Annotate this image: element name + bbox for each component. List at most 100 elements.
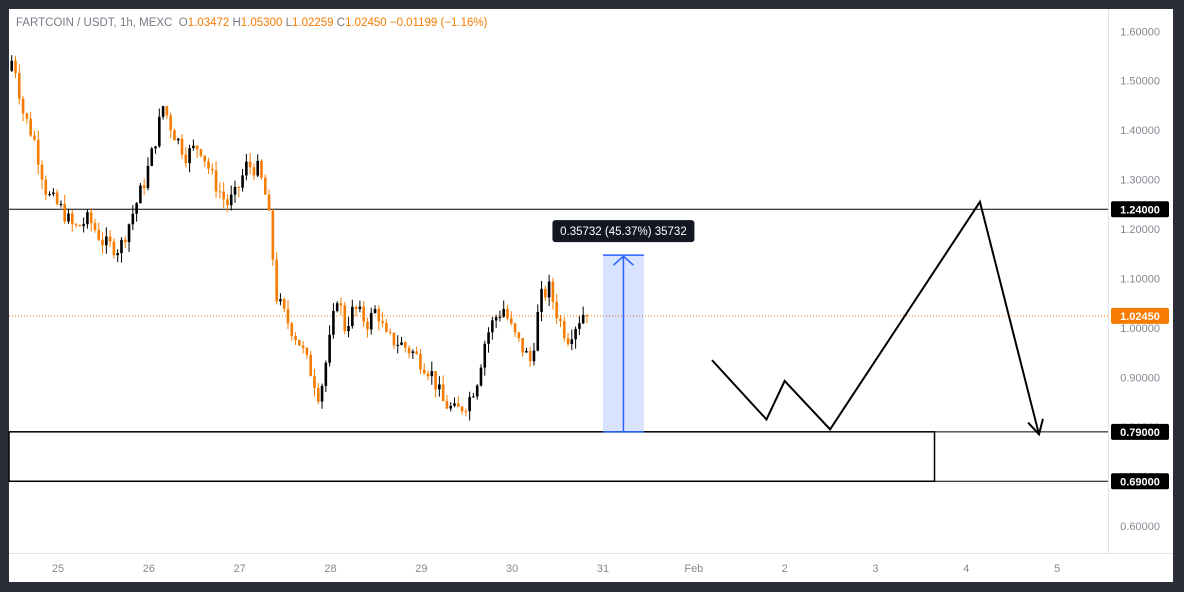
symbol-title[interactable]: FARTCOIN / USDT, 1h, MEXC [16, 17, 173, 29]
time-axis[interactable]: 25 26 27 28 29 30 31 Feb 2 3 4 5 [52, 563, 1060, 575]
candle[interactable] [123, 236, 127, 248]
candle[interactable] [97, 222, 101, 242]
candle[interactable] [101, 232, 104, 254]
candle[interactable] [17, 64, 21, 105]
candle[interactable] [93, 218, 97, 233]
candle[interactable] [385, 318, 388, 333]
candle[interactable] [44, 175, 48, 201]
candle[interactable] [460, 405, 464, 415]
candle[interactable] [290, 321, 294, 341]
candle[interactable] [150, 146, 154, 167]
price-axis[interactable]: 1.60000 1.50000 1.40000 1.30000 1.20000 1.100… [1111, 26, 1169, 533]
candle[interactable] [532, 342, 536, 366]
candle[interactable] [562, 316, 566, 342]
candle[interactable] [245, 153, 248, 181]
candle[interactable] [392, 332, 396, 349]
candle[interactable] [36, 130, 40, 175]
candle[interactable] [158, 108, 161, 148]
candle[interactable] [362, 301, 365, 328]
candle[interactable] [180, 134, 184, 159]
candle[interactable] [574, 326, 577, 349]
candle[interactable] [335, 301, 339, 313]
candle[interactable] [184, 147, 188, 168]
candle[interactable] [369, 307, 373, 335]
candle[interactable] [263, 174, 267, 195]
candle[interactable] [339, 297, 343, 315]
candle[interactable] [173, 128, 176, 141]
candle[interactable] [82, 217, 85, 233]
candle[interactable] [203, 155, 207, 168]
candle[interactable] [422, 363, 426, 375]
candle[interactable] [301, 340, 305, 354]
candle[interactable] [226, 194, 229, 213]
candle[interactable] [528, 346, 532, 367]
candle[interactable] [120, 237, 123, 263]
candle[interactable] [267, 189, 271, 211]
candle[interactable] [351, 299, 354, 329]
candle[interactable] [487, 327, 490, 353]
candle[interactable] [509, 311, 513, 326]
candle[interactable] [40, 160, 44, 190]
candle[interactable] [525, 347, 528, 353]
candle[interactable] [544, 285, 547, 302]
candle[interactable] [358, 300, 362, 313]
candle[interactable] [237, 186, 241, 198]
candle[interactable] [502, 300, 506, 318]
candle[interactable] [404, 340, 407, 353]
candle[interactable] [282, 297, 286, 313]
candle[interactable] [328, 325, 331, 367]
candle[interactable] [195, 144, 199, 158]
candle[interactable] [169, 112, 172, 139]
candle[interactable] [165, 105, 169, 120]
candle[interactable] [494, 314, 498, 329]
candle[interactable] [313, 368, 316, 397]
candle[interactable] [70, 209, 74, 232]
candle[interactable] [199, 148, 203, 158]
candle[interactable] [464, 408, 468, 417]
candle[interactable] [275, 252, 278, 305]
candle[interactable] [256, 154, 260, 178]
candle[interactable] [305, 346, 309, 359]
candle[interactable] [86, 209, 89, 229]
candle[interactable] [407, 345, 411, 359]
candle[interactable] [468, 391, 471, 421]
candle[interactable] [483, 340, 487, 376]
candle[interactable] [222, 182, 225, 209]
candle[interactable] [441, 375, 445, 402]
candle[interactable] [578, 316, 581, 336]
candle[interactable] [343, 301, 347, 335]
candle[interactable] [449, 402, 453, 412]
candle[interactable] [78, 224, 82, 227]
candle[interactable] [248, 152, 252, 175]
candle[interactable] [21, 95, 25, 122]
candle[interactable] [498, 310, 502, 322]
candle[interactable] [233, 180, 237, 203]
candle[interactable] [472, 392, 475, 398]
candle[interactable] [294, 332, 297, 346]
candle[interactable] [438, 376, 441, 397]
candle[interactable] [48, 191, 51, 197]
candle[interactable] [411, 349, 415, 359]
candle[interactable] [108, 230, 112, 248]
candle[interactable] [116, 249, 119, 263]
candle[interactable] [551, 277, 555, 310]
candle[interactable] [388, 328, 392, 336]
candle[interactable] [52, 188, 55, 197]
candle[interactable] [517, 331, 521, 343]
candle[interactable] [161, 105, 165, 120]
candle[interactable] [135, 201, 138, 222]
candle[interactable] [513, 322, 517, 337]
candle[interactable] [286, 299, 290, 329]
candle[interactable] [456, 396, 460, 407]
candle[interactable] [14, 56, 17, 79]
candle[interactable] [354, 305, 358, 317]
candle[interactable] [434, 371, 437, 398]
candle[interactable] [547, 274, 551, 306]
candle[interactable] [59, 200, 63, 208]
chart-canvas[interactable] [9, 9, 1173, 582]
candle[interactable] [260, 159, 263, 180]
candle[interactable] [445, 394, 449, 410]
candle[interactable] [536, 304, 540, 352]
candle[interactable] [373, 305, 377, 314]
